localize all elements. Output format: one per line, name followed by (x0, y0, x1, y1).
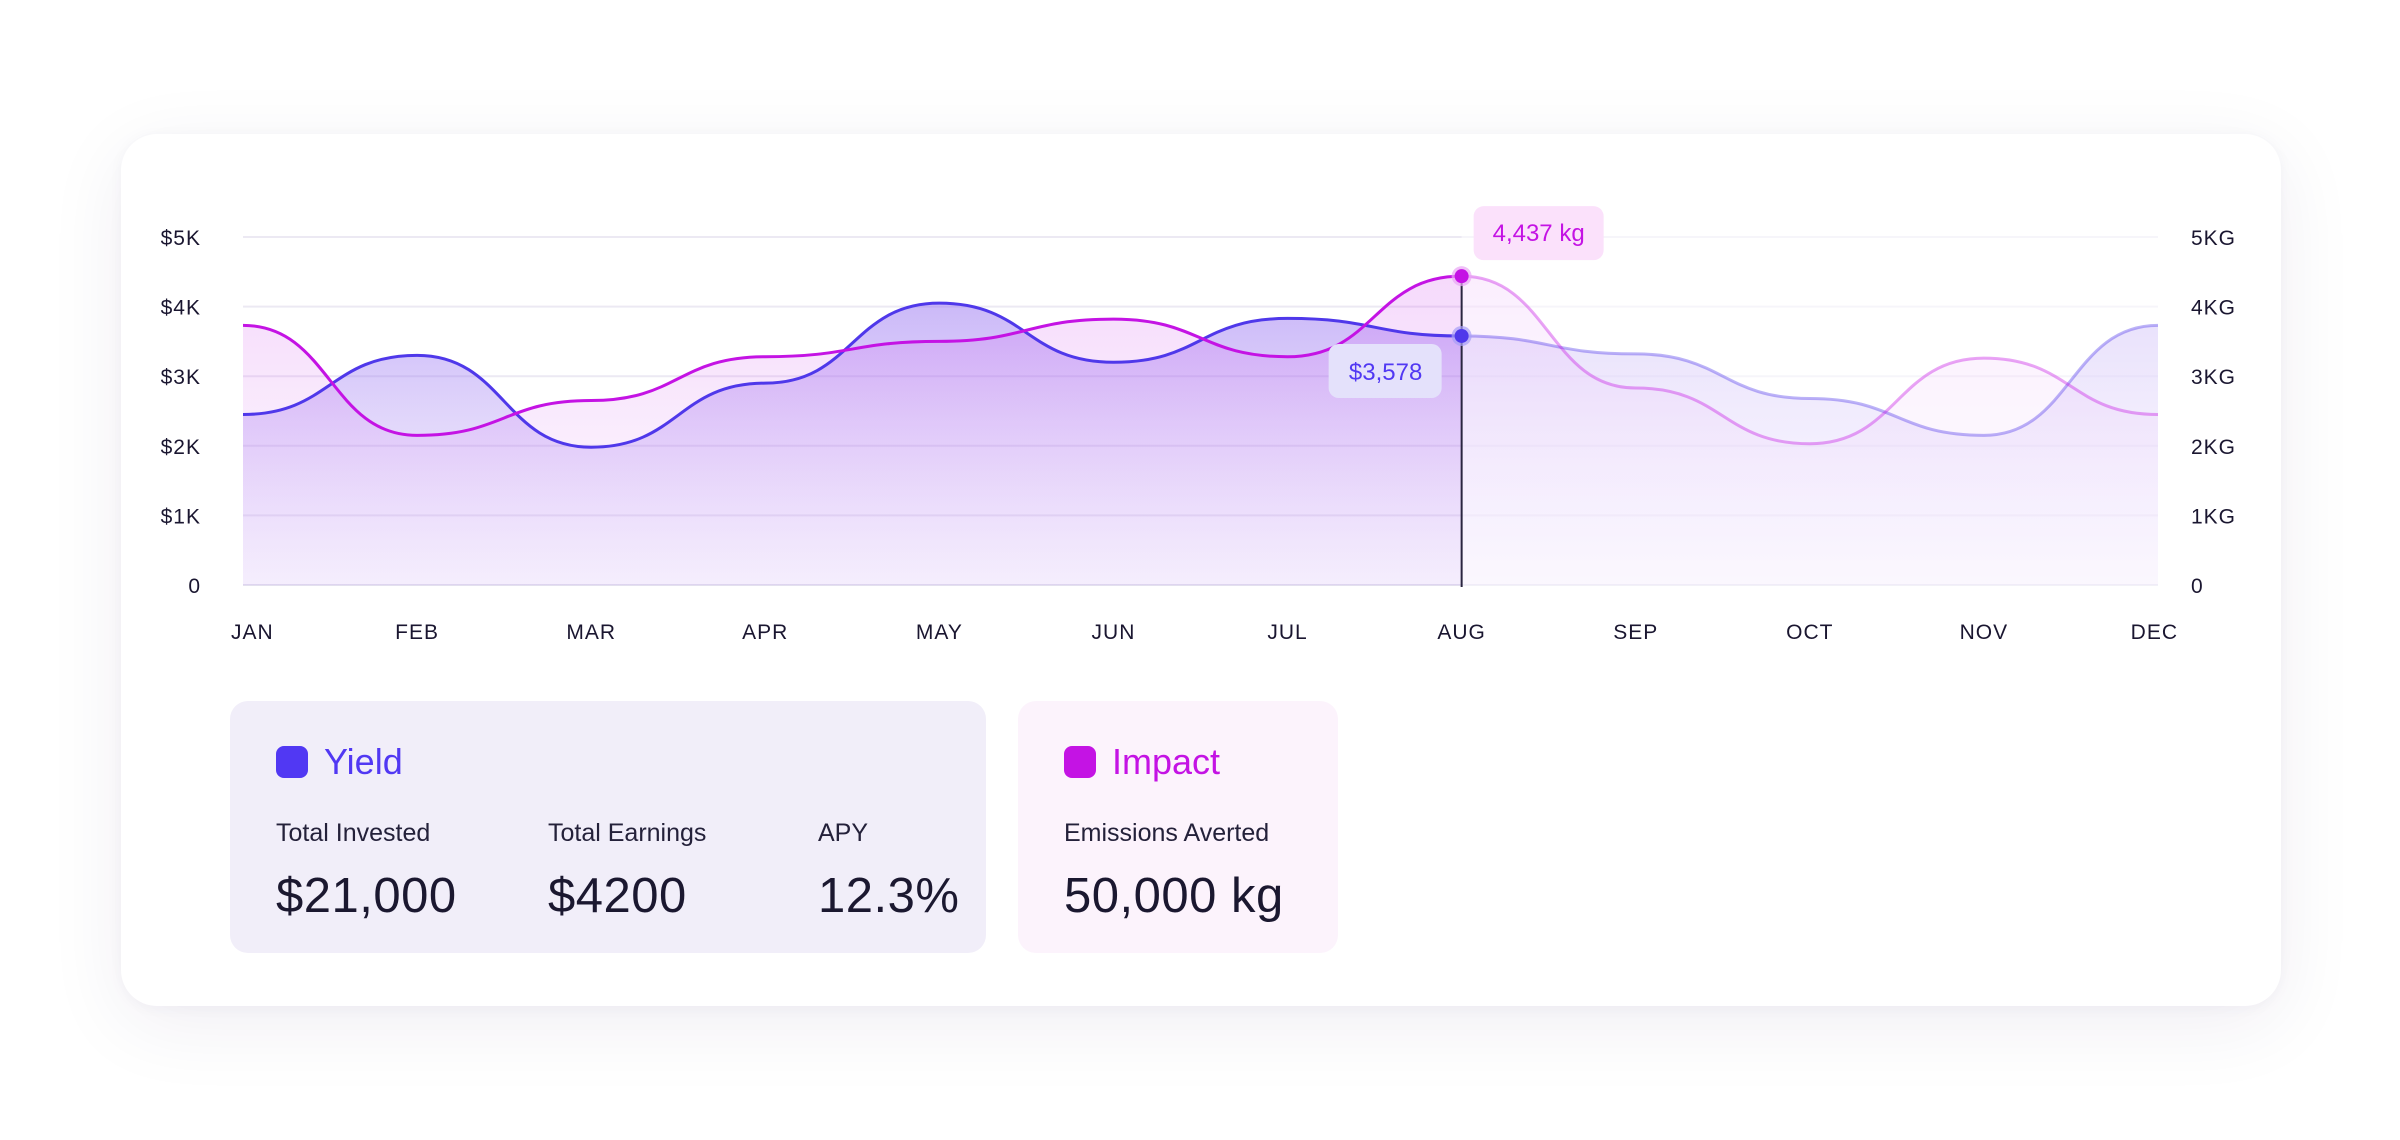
total-invested-label: Total Invested (276, 819, 431, 847)
yield-tooltip-label: $3,578 (1349, 359, 1422, 386)
x-tick-label: MAY (916, 621, 963, 644)
x-tick-label: OCT (1786, 621, 1833, 644)
yield-legend: Yield (276, 741, 403, 783)
impact-tooltip-bg (1473, 206, 1604, 261)
series-areas (243, 227, 2160, 587)
total-earnings-stat: Total Earnings $4200 (548, 819, 706, 924)
y-right-tick-label: 1KG (2191, 505, 2236, 528)
impact-tooltip: 4,437 kg (1473, 206, 1604, 261)
emissions-averted-value: 50,000 kg (1064, 869, 1284, 923)
yield-line-forecast (1461, 323, 2159, 437)
axes: 0 $1K $2K $3K $4K $5K 0 1KG 2KG 3KG 4KG 5KG JAN FEB MA… (161, 227, 2236, 644)
x-tick-label: JUN (1092, 621, 1136, 644)
yield-line (242, 301, 1462, 449)
y-left-tick-label: $1K (161, 505, 201, 528)
y-right-tick-label: 5KG (2191, 227, 2236, 250)
impact-line-forecast (1461, 274, 2159, 446)
x-tick-label: AUG (1437, 621, 1486, 644)
yield-tooltip-bg (1328, 343, 1442, 398)
y-left-tick-label: 0 (188, 575, 201, 598)
impact-legend-label: Impact (1112, 741, 1221, 782)
impact-panel: Impact Emissions Averted 50,000 kg (1018, 701, 1338, 953)
yield-swatch (276, 746, 308, 778)
dashboard-card: 0 $1K $2K $3K $4K $5K 0 1KG 2KG 3KG 4KG 5KG JAN FEB MA… (121, 134, 2281, 1006)
y-left-tick-label: $4K (161, 297, 201, 320)
hover-markers: 4,437 kg $3,578 (1328, 206, 1604, 587)
y-left-tick-label: $5K (161, 227, 201, 250)
x-tick-label: JAN (231, 621, 274, 644)
impact-line (242, 274, 1462, 437)
y-right-tick-label: 3KG (2191, 366, 2236, 389)
x-tick-label: MAR (566, 621, 616, 644)
apy-stat: APY 12.3% (818, 819, 959, 924)
x-tick-label: APR (742, 621, 788, 644)
total-earnings-label: Total Earnings (548, 819, 707, 847)
impact-legend: Impact (1064, 741, 1220, 783)
total-invested-stat: Total Invested $21,000 (276, 819, 457, 924)
y-right-tick-label: 2KG (2191, 436, 2236, 459)
x-tick-label: DEC (2131, 621, 2178, 644)
apy-label: APY (818, 819, 869, 847)
series-lines (242, 274, 2159, 449)
x-tick-label: SEP (1613, 621, 1658, 644)
x-tick-label: JUL (1267, 621, 1307, 644)
x-tick-label: NOV (1960, 621, 2009, 644)
total-invested-value: $21,000 (276, 869, 457, 923)
y-right-tick-label: 0 (2191, 575, 2204, 598)
yield-dot (1454, 328, 1469, 343)
impact-swatch (1064, 746, 1096, 778)
yield-impact-chart: 0 $1K $2K $3K $4K $5K 0 1KG 2KG 3KG 4KG 5KG JAN FEB MA… (161, 206, 2236, 644)
total-earnings-value: $4200 (548, 869, 687, 923)
future-fade (1461, 227, 2160, 587)
impact-dot (1454, 269, 1469, 284)
y-left-tick-label: $2K (161, 436, 201, 459)
emissions-averted-stat: Emissions Averted 50,000 kg (1064, 819, 1284, 924)
apy-value: 12.3% (818, 869, 960, 923)
y-right-tick-label: 4KG (2191, 297, 2236, 320)
yield-panel: Yield Total Invested $21,000 Total Earni… (230, 701, 986, 953)
yield-tooltip: $3,578 (1328, 343, 1442, 398)
x-tick-label: FEB (395, 621, 439, 644)
impact-tooltip-label: 4,437 kg (1493, 220, 1585, 247)
emissions-averted-label: Emissions Averted (1064, 819, 1270, 847)
y-left-tick-label: $3K (161, 366, 201, 389)
yield-legend-label: Yield (324, 741, 403, 782)
